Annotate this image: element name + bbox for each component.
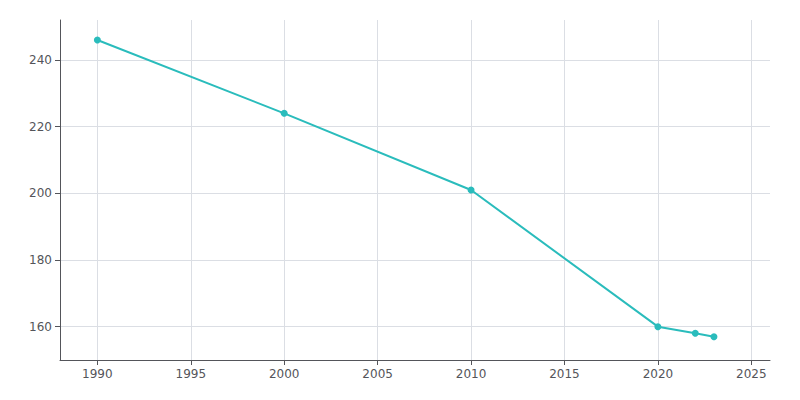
svg-text:2020: 2020 xyxy=(643,367,674,381)
svg-text:2015: 2015 xyxy=(549,367,580,381)
svg-text:180: 180 xyxy=(29,253,52,267)
svg-text:1995: 1995 xyxy=(176,367,207,381)
svg-text:1990: 1990 xyxy=(82,367,113,381)
svg-text:240: 240 xyxy=(29,53,52,67)
svg-text:2005: 2005 xyxy=(362,367,393,381)
svg-text:160: 160 xyxy=(29,320,52,334)
svg-text:2010: 2010 xyxy=(456,367,487,381)
svg-text:2025: 2025 xyxy=(736,367,767,381)
svg-text:200: 200 xyxy=(29,186,52,200)
svg-text:220: 220 xyxy=(29,120,52,134)
svg-text:2000: 2000 xyxy=(269,367,300,381)
